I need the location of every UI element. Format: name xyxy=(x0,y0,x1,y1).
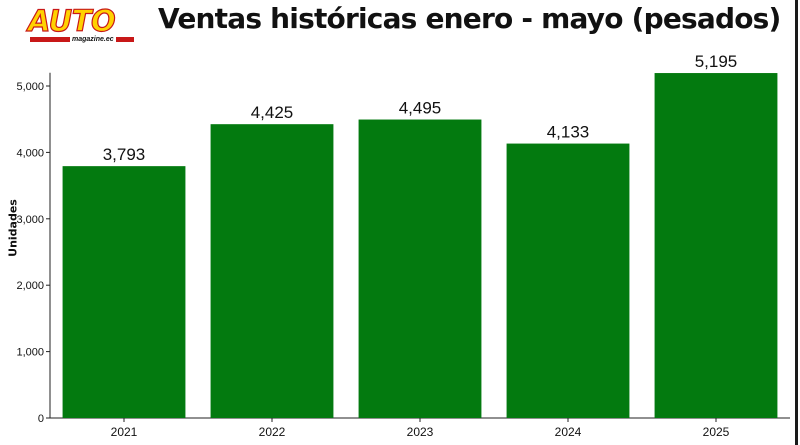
data-label-2021: 3,793 xyxy=(103,145,146,164)
data-label-2023: 4,495 xyxy=(399,99,442,118)
x-tick-label-2022: 2022 xyxy=(259,425,286,439)
y-tick-label: 1,000 xyxy=(16,347,44,359)
bar-2025 xyxy=(654,73,778,418)
bar-2022 xyxy=(210,124,334,419)
bar-2021 xyxy=(62,166,186,418)
brand-logo: AUTO magazine.ec xyxy=(27,4,136,46)
y-tick-label: 0 xyxy=(38,413,44,425)
logo-subtext: magazine.ec xyxy=(70,36,116,44)
frame-right-edge xyxy=(795,0,798,445)
bar-2023 xyxy=(358,119,482,419)
y-tick-label: 4,000 xyxy=(16,147,44,159)
y-tick-label: 2,000 xyxy=(16,280,44,292)
data-label-2025: 5,195 xyxy=(695,52,738,71)
x-tick-label-2023: 2023 xyxy=(407,425,434,439)
x-tick-label-2024: 2024 xyxy=(555,425,582,439)
y-tick-label: 5,000 xyxy=(16,81,44,93)
x-tick-label-2025: 2025 xyxy=(703,425,730,439)
data-label-2024: 4,133 xyxy=(547,123,590,142)
logo-text: AUTO xyxy=(27,4,116,38)
bar-2024 xyxy=(506,143,630,419)
y-tick-label: 3,000 xyxy=(16,214,44,226)
chart-title: Ventas históricas enero - mayo (pesados) xyxy=(158,2,781,35)
x-tick-label-2021: 2021 xyxy=(111,425,138,439)
data-label-2022: 4,425 xyxy=(251,103,294,122)
